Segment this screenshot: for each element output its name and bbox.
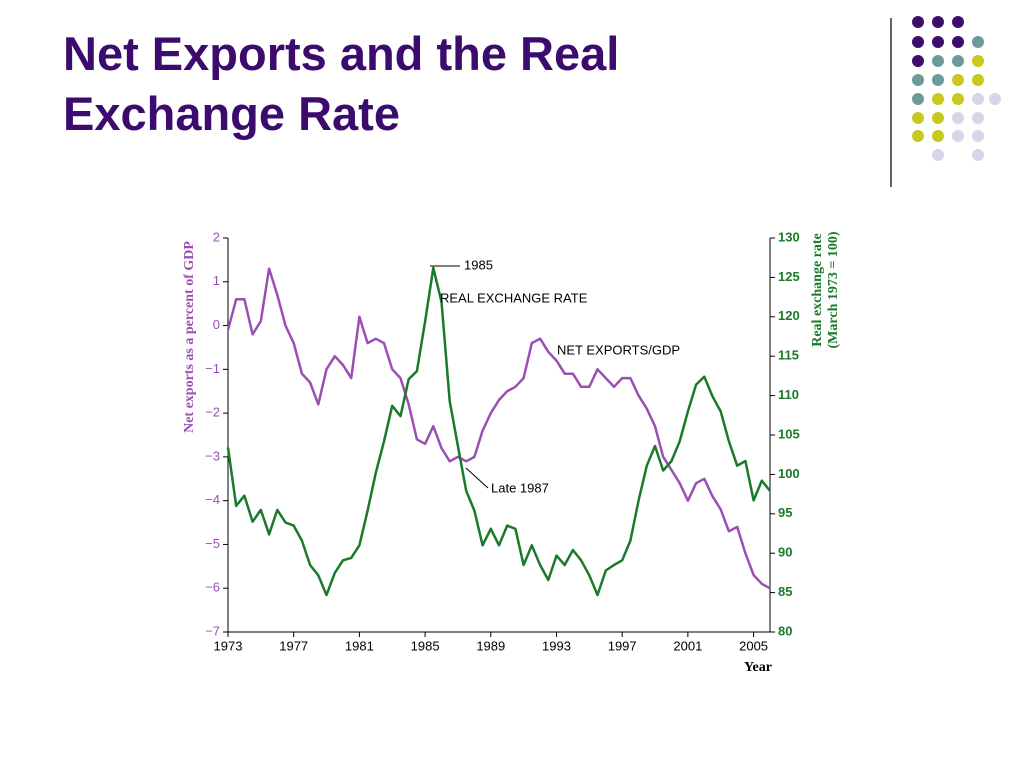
y-tick-label: −3: [205, 448, 220, 463]
y-tick-label: −5: [205, 536, 220, 551]
annotation: 1985: [464, 257, 493, 272]
y2-axis-label: Real exchange rate: [810, 233, 825, 347]
y-tick-label: 2: [213, 229, 220, 244]
y2-tick-label: 130: [778, 229, 800, 244]
y2-tick-label: 85: [778, 584, 792, 599]
y-tick-label: −2: [205, 405, 220, 420]
annotation-leaders: [430, 265, 489, 489]
annotation: NET EXPORTS/GDP: [557, 342, 680, 357]
y2-tick-label: 115: [778, 348, 799, 363]
x-tick-label: 2005: [739, 638, 768, 653]
y-tick-label: −1: [205, 361, 220, 376]
x-tick-label: 1973: [214, 638, 243, 653]
x-tick-label: 1981: [345, 638, 374, 653]
y-tick-label: −7: [205, 623, 220, 638]
slide-title: Net Exports and the Real Exchange Rate: [63, 27, 620, 140]
series-line: [226, 266, 771, 597]
series-line: [226, 267, 771, 590]
decor-dots: [912, 16, 1001, 161]
y-tick-label: −4: [205, 492, 220, 507]
y2-tick-label: 100: [778, 466, 800, 481]
y2-tick-label: 120: [778, 308, 800, 323]
y-tick-label: 0: [213, 317, 220, 332]
x-tick-label: 1997: [608, 638, 637, 653]
y2-axis-label: (March 1973 = 100): [826, 231, 841, 348]
y-tick-label: −6: [205, 580, 220, 595]
x-tick-label: 1993: [542, 638, 571, 653]
x-tick-label: 2001: [673, 638, 702, 653]
y2-tick-label: 105: [778, 426, 800, 441]
y-tick-label: 1: [213, 273, 220, 288]
y-axis-label: Net exports as a percent of GDP: [182, 241, 197, 433]
y2-tick-label: 90: [778, 545, 792, 560]
y2-tick-label: 95: [778, 505, 792, 520]
x-tick-label: 1985: [411, 638, 440, 653]
y2-tick-label: 110: [778, 387, 799, 402]
annotation: Late 1987: [491, 480, 549, 495]
x-tick-label: 1977: [279, 638, 308, 653]
y2-tick-label: 125: [778, 269, 800, 284]
y2-tick-label: 80: [778, 623, 792, 638]
annotation: REAL EXCHANGE RATE: [440, 290, 588, 305]
x-axis-label: Year: [744, 660, 772, 675]
x-tick-label: 1989: [476, 638, 505, 653]
